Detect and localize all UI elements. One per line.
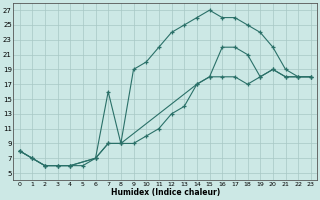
X-axis label: Humidex (Indice chaleur): Humidex (Indice chaleur) — [111, 188, 220, 197]
